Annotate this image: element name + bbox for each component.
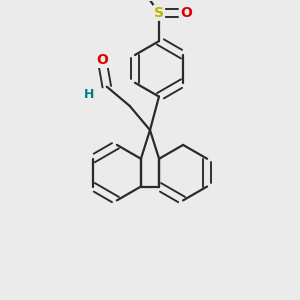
Text: O: O: [96, 53, 108, 67]
Text: H: H: [84, 88, 95, 101]
Text: O: O: [180, 6, 192, 20]
Text: S: S: [154, 6, 164, 20]
